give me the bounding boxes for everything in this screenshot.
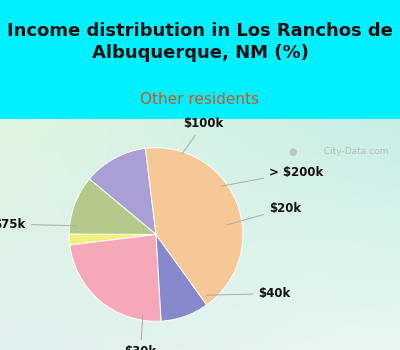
Text: $30k: $30k	[124, 315, 156, 350]
Text: Other residents: Other residents	[140, 91, 260, 106]
Text: City-Data.com: City-Data.com	[318, 147, 388, 156]
Text: $40k: $40k	[206, 287, 291, 300]
Wedge shape	[89, 148, 156, 235]
Text: $75k: $75k	[0, 218, 77, 231]
Wedge shape	[69, 234, 156, 245]
Text: $20k: $20k	[226, 202, 301, 225]
Text: ●: ●	[288, 147, 296, 157]
Wedge shape	[70, 234, 161, 321]
Text: > $200k: > $200k	[221, 166, 323, 186]
Wedge shape	[146, 148, 243, 305]
Text: Income distribution in Los Ranchos de
Albuquerque, NM (%): Income distribution in Los Ranchos de Al…	[7, 22, 393, 62]
Text: $100k: $100k	[182, 117, 224, 154]
Wedge shape	[69, 179, 156, 234]
Wedge shape	[156, 234, 207, 321]
